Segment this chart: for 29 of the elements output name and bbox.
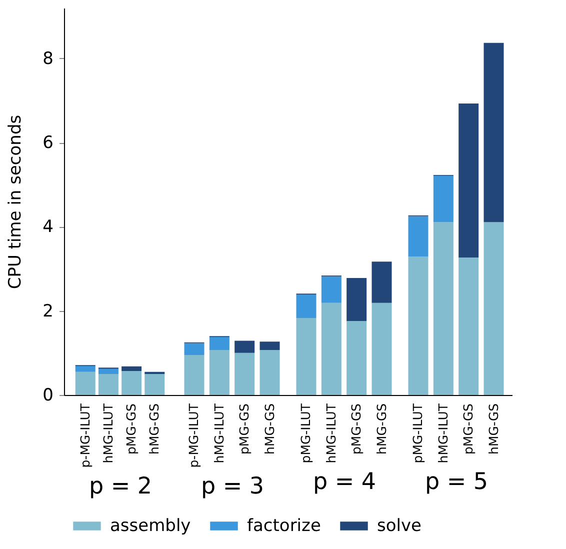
y-tick-label: 6 bbox=[42, 133, 54, 154]
x-tick-label: hMG-GS bbox=[486, 403, 501, 454]
y-tick-label: 8 bbox=[42, 48, 54, 69]
text: p = 5 bbox=[424, 469, 488, 496]
y-axis-title: CPU time in seconds bbox=[6, 114, 26, 290]
x-tick-label: pMG-GS bbox=[348, 403, 364, 454]
text: p = 4 bbox=[312, 469, 376, 496]
text: p = 2 bbox=[88, 474, 152, 500]
x-tick-label: p-MG-ILUT bbox=[77, 403, 92, 468]
x-tick-label: hMG-ILUT bbox=[100, 403, 116, 464]
x-tick-label: hMG-ILUT bbox=[211, 403, 226, 464]
x-tick-label: pMG-GS bbox=[236, 403, 252, 454]
text: p = 3 bbox=[200, 474, 264, 500]
x-tick-label: p-MG-ILUT bbox=[186, 403, 202, 468]
x-tick-label: pMG-GS bbox=[460, 403, 476, 454]
x-tick-label: pMG-ILUT bbox=[410, 403, 426, 464]
x-tick-label: hMG-ILUT bbox=[323, 403, 338, 464]
x-tick-label: hMG-ILUT bbox=[435, 403, 450, 464]
x-tick-label: hMG-GS bbox=[262, 403, 277, 454]
x-tick-label: pMG-ILUT bbox=[298, 403, 314, 464]
legend-label: solve bbox=[377, 516, 422, 536]
y-tick-label: 0 bbox=[42, 386, 54, 406]
x-tick-label: hMG-GS bbox=[374, 403, 389, 454]
legend-label: assembly bbox=[110, 516, 191, 536]
x-tick-label: hMG-GS bbox=[146, 403, 162, 454]
y-tick-label: 2 bbox=[42, 301, 54, 322]
x-tick-label: pMG-GS bbox=[124, 403, 139, 454]
legend-label: factorize bbox=[247, 516, 321, 536]
y-tick-label: 4 bbox=[42, 217, 54, 238]
